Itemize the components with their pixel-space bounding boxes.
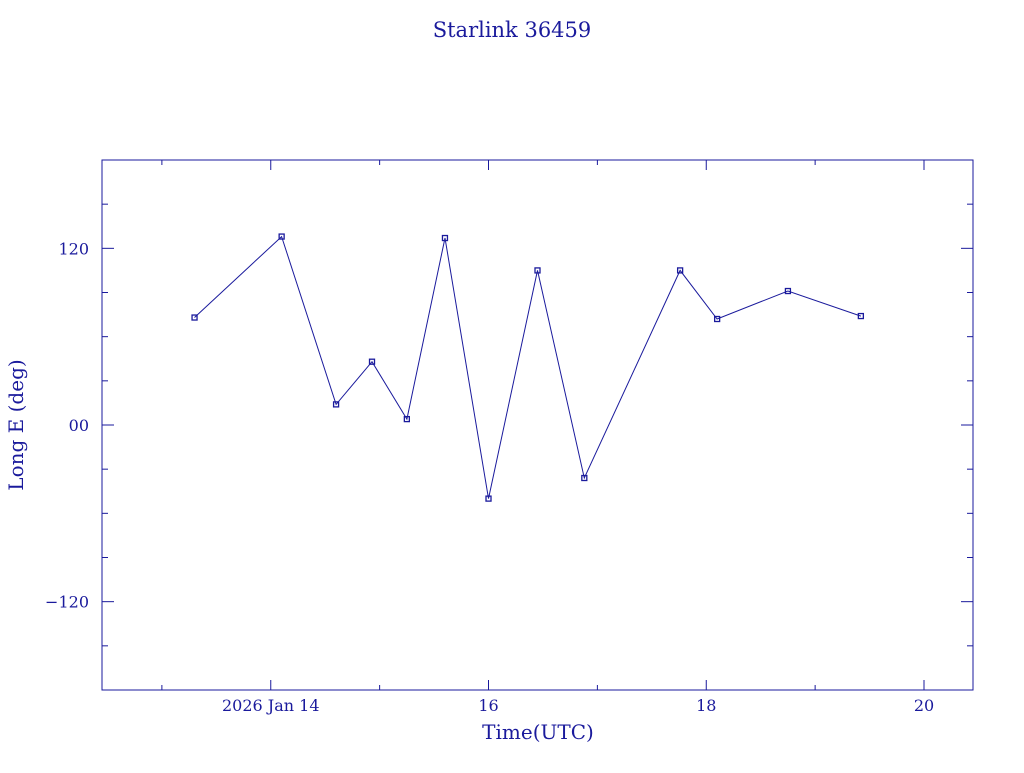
data-point — [676, 267, 684, 274]
y-tick-label: 00 — [69, 416, 89, 435]
data-point — [485, 495, 492, 502]
x-tick-label: 18 — [696, 696, 716, 715]
x-tick-label: 20 — [914, 696, 934, 715]
y-tick-label: 120 — [58, 239, 89, 258]
y-tick-label: −120 — [45, 593, 89, 612]
data-point — [441, 234, 449, 242]
data-point — [403, 415, 411, 423]
data-point — [713, 315, 721, 323]
x-axis-label: Time(UTC) — [482, 720, 594, 744]
y-axis-label: Long E (deg) — [4, 359, 28, 490]
data-point — [784, 287, 792, 295]
x-tick-label: 2026 Jan 14 — [222, 696, 320, 715]
x-axis: 2026 Jan 14 16 18 20 — [161, 160, 934, 715]
x-tick-label: 16 — [478, 696, 498, 715]
data-point — [278, 233, 285, 240]
data-point — [534, 267, 541, 274]
y-axis: 120 00 −120 — [45, 203, 973, 647]
data-point — [581, 474, 588, 482]
data-point — [857, 312, 865, 320]
series-line — [194, 235, 862, 499]
series-layer — [191, 233, 865, 502]
chart-title: Starlink 36459 — [433, 18, 592, 42]
data-point — [368, 358, 376, 365]
data-point — [332, 401, 340, 408]
plot-frame — [101, 159, 974, 691]
data-point — [191, 314, 198, 321]
